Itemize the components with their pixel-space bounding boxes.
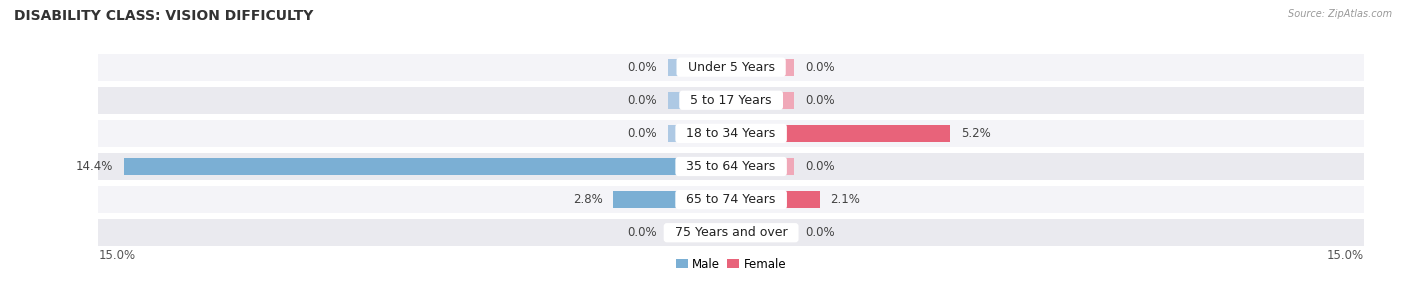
Bar (668, 125, 731, 142)
Bar (731, 58, 794, 76)
Text: Source: ZipAtlas.com: Source: ZipAtlas.com (1288, 9, 1392, 19)
Text: 14.4%: 14.4% (76, 160, 112, 173)
Text: 0.0%: 0.0% (627, 226, 657, 239)
Bar (731, 191, 820, 208)
Text: 65 to 74 Years: 65 to 74 Years (679, 193, 783, 206)
Text: 5.2%: 5.2% (960, 127, 991, 140)
Text: 0.0%: 0.0% (804, 94, 835, 107)
Bar (731, 224, 794, 241)
Bar (98, 153, 1364, 180)
Bar (731, 125, 950, 142)
Text: 0.0%: 0.0% (627, 94, 657, 107)
Bar (98, 87, 1364, 114)
Bar (731, 158, 794, 175)
Bar (124, 158, 731, 175)
Legend: Male, Female: Male, Female (671, 253, 792, 275)
Text: 0.0%: 0.0% (804, 61, 835, 74)
Text: 15.0%: 15.0% (98, 249, 135, 262)
Text: DISABILITY CLASS: VISION DIFFICULTY: DISABILITY CLASS: VISION DIFFICULTY (14, 9, 314, 23)
Text: 75 Years and over: 75 Years and over (666, 226, 796, 239)
Bar (98, 120, 1364, 147)
Bar (98, 219, 1364, 246)
Bar (613, 191, 731, 208)
Text: 2.8%: 2.8% (572, 193, 602, 206)
Bar (668, 224, 731, 241)
Text: Under 5 Years: Under 5 Years (679, 61, 783, 74)
Text: 15.0%: 15.0% (1327, 249, 1364, 262)
Text: 0.0%: 0.0% (627, 127, 657, 140)
Text: 0.0%: 0.0% (804, 226, 835, 239)
Bar (668, 58, 731, 76)
Text: 35 to 64 Years: 35 to 64 Years (679, 160, 783, 173)
Text: 2.1%: 2.1% (830, 193, 860, 206)
Bar (668, 92, 731, 109)
Text: 18 to 34 Years: 18 to 34 Years (679, 127, 783, 140)
Bar (98, 186, 1364, 213)
Text: 0.0%: 0.0% (804, 160, 835, 173)
Bar (731, 92, 794, 109)
Bar (98, 54, 1364, 81)
Text: 0.0%: 0.0% (627, 61, 657, 74)
Text: 5 to 17 Years: 5 to 17 Years (682, 94, 780, 107)
